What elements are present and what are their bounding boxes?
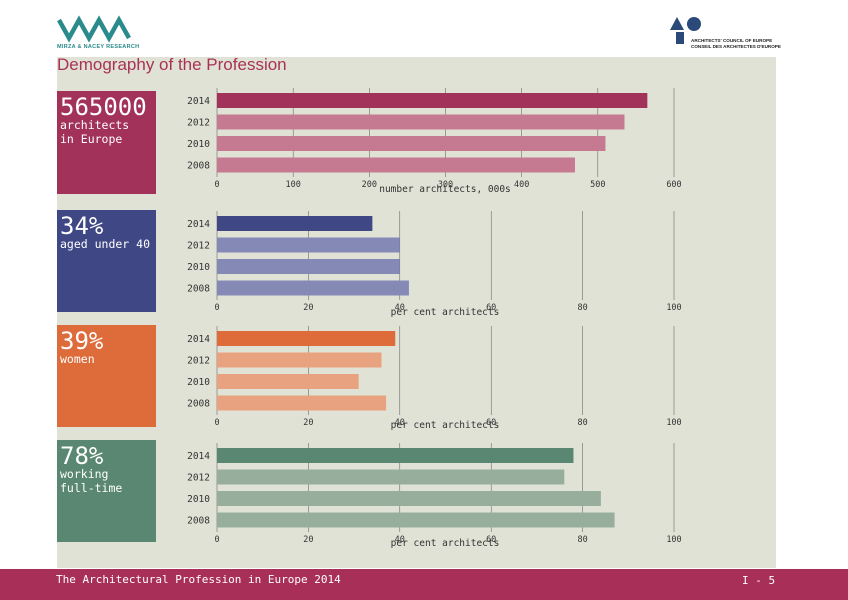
bar-2012 — [217, 237, 400, 253]
tick-label: 500 — [590, 180, 605, 190]
footer-title: The Architectural Profession in Europe 2… — [56, 573, 341, 586]
stat-value: 39% — [60, 327, 104, 355]
bar-2008 — [217, 395, 387, 411]
tick-label: 60 — [486, 303, 496, 313]
chart-1: 2014 2012 2010 2008 0 20 40 60 80 100 per cent arc… — [187, 211, 682, 318]
bar-2014 — [217, 93, 648, 108]
category-label: 2008 — [187, 284, 210, 295]
x-axis-label: per cent architects — [391, 538, 500, 549]
x-axis-label: per cent architects — [391, 420, 500, 431]
chart-0: 2014 2012 2010 2008 0 100 200 300 400 500 600 numbe… — [187, 88, 682, 195]
category-label: 2014 — [187, 219, 210, 230]
x-axis-label: per cent architects — [391, 307, 500, 318]
category-label: 2010 — [187, 494, 210, 505]
tick-label: 20 — [303, 418, 313, 428]
category-label: 2010 — [187, 377, 210, 388]
bar-2014 — [217, 331, 396, 346]
tick-label: 100 — [285, 180, 300, 190]
ace-name: ARCHITECTS' COUNCIL OF EUROPE CONSEIL DE… — [691, 38, 781, 49]
tick-label: 100 — [666, 535, 681, 545]
category-label: 2010 — [187, 139, 210, 150]
tick-label: 60 — [486, 418, 496, 428]
org-name: MIRZA & NACEY RESEARCH — [57, 44, 140, 50]
tick-label: 0 — [214, 418, 219, 428]
tick-label: 40 — [395, 535, 405, 545]
stat-box-age: 34% aged under 40 — [57, 210, 156, 312]
category-label: 2008 — [187, 399, 210, 410]
footer-bar: The Architectural Profession in Europe 2… — [0, 569, 848, 600]
category-label: 2012 — [187, 118, 210, 129]
tick-label: 600 — [666, 180, 681, 190]
ace-logo-icon — [670, 17, 701, 44]
tick-label: 20 — [303, 303, 313, 313]
category-label: 2014 — [187, 451, 210, 462]
tick-label: 40 — [395, 418, 405, 428]
bar-2010 — [217, 136, 606, 151]
bar-2010 — [217, 491, 601, 506]
bar-2010 — [217, 259, 400, 274]
bar-2008 — [217, 280, 409, 296]
bar-2014 — [217, 448, 574, 463]
stat-box-women: 39% women — [57, 325, 156, 427]
tick-label: 40 — [395, 303, 405, 313]
tick-label: 80 — [577, 418, 587, 428]
bar-2012 — [217, 352, 382, 368]
mirza-nacey-logo-icon — [57, 15, 131, 43]
stat-value: 78% — [60, 442, 104, 470]
category-label: 2008 — [187, 161, 210, 172]
tick-label: 200 — [362, 180, 377, 190]
category-label: 2008 — [187, 516, 210, 527]
bar-2012 — [217, 114, 625, 130]
tick-label: 80 — [577, 535, 587, 545]
stat-label: working full-time — [60, 467, 123, 495]
stat-label: aged under 40 — [60, 237, 151, 251]
stat-value: 565000 — [60, 93, 147, 121]
category-label: 2012 — [187, 241, 210, 252]
stat-box-fulltime: 78% working full-time — [57, 440, 156, 542]
tick-label: 400 — [514, 180, 529, 190]
category-label: 2014 — [187, 96, 210, 107]
category-label: 2012 — [187, 356, 210, 367]
category-label: 2012 — [187, 473, 210, 484]
tick-label: 60 — [486, 535, 496, 545]
chart-2: 2014 2012 2010 2008 0 20 40 60 80 100 per cent arc… — [187, 326, 682, 431]
bar-2008 — [217, 512, 615, 528]
x-axis-label: number architects, 000s — [379, 184, 511, 195]
tick-label: 300 — [438, 180, 453, 190]
stat-box-architects: 565000 architects in Europe — [57, 91, 156, 194]
page-number: I - 5 — [742, 574, 776, 587]
bar-2012 — [217, 469, 565, 485]
bar-2008 — [217, 157, 575, 173]
tick-label: 20 — [303, 535, 313, 545]
tick-label: 80 — [577, 303, 587, 313]
tick-label: 0 — [214, 303, 219, 313]
tick-label: 100 — [666, 303, 681, 313]
tick-label: 0 — [214, 535, 219, 545]
tick-label: 100 — [666, 418, 681, 428]
tick-label: 0 — [214, 180, 219, 190]
chart-3: 2014 2012 2010 2008 0 20 40 60 80 100 per cent arc… — [187, 443, 682, 549]
category-label: 2010 — [187, 262, 210, 273]
ace-line2: CONSEIL DES ARCHITECTES D'EUROPE — [691, 43, 781, 49]
stat-label: women — [60, 352, 95, 366]
page-title: Demography of the Profession — [57, 55, 287, 74]
stat-label: architects in Europe — [60, 118, 130, 146]
stat-value: 34% — [60, 212, 104, 240]
bar-2010 — [217, 374, 359, 389]
ace-line1: ARCHITECTS' COUNCIL OF EUROPE — [691, 38, 773, 43]
category-label: 2014 — [187, 334, 210, 345]
bar-2014 — [217, 216, 373, 231]
